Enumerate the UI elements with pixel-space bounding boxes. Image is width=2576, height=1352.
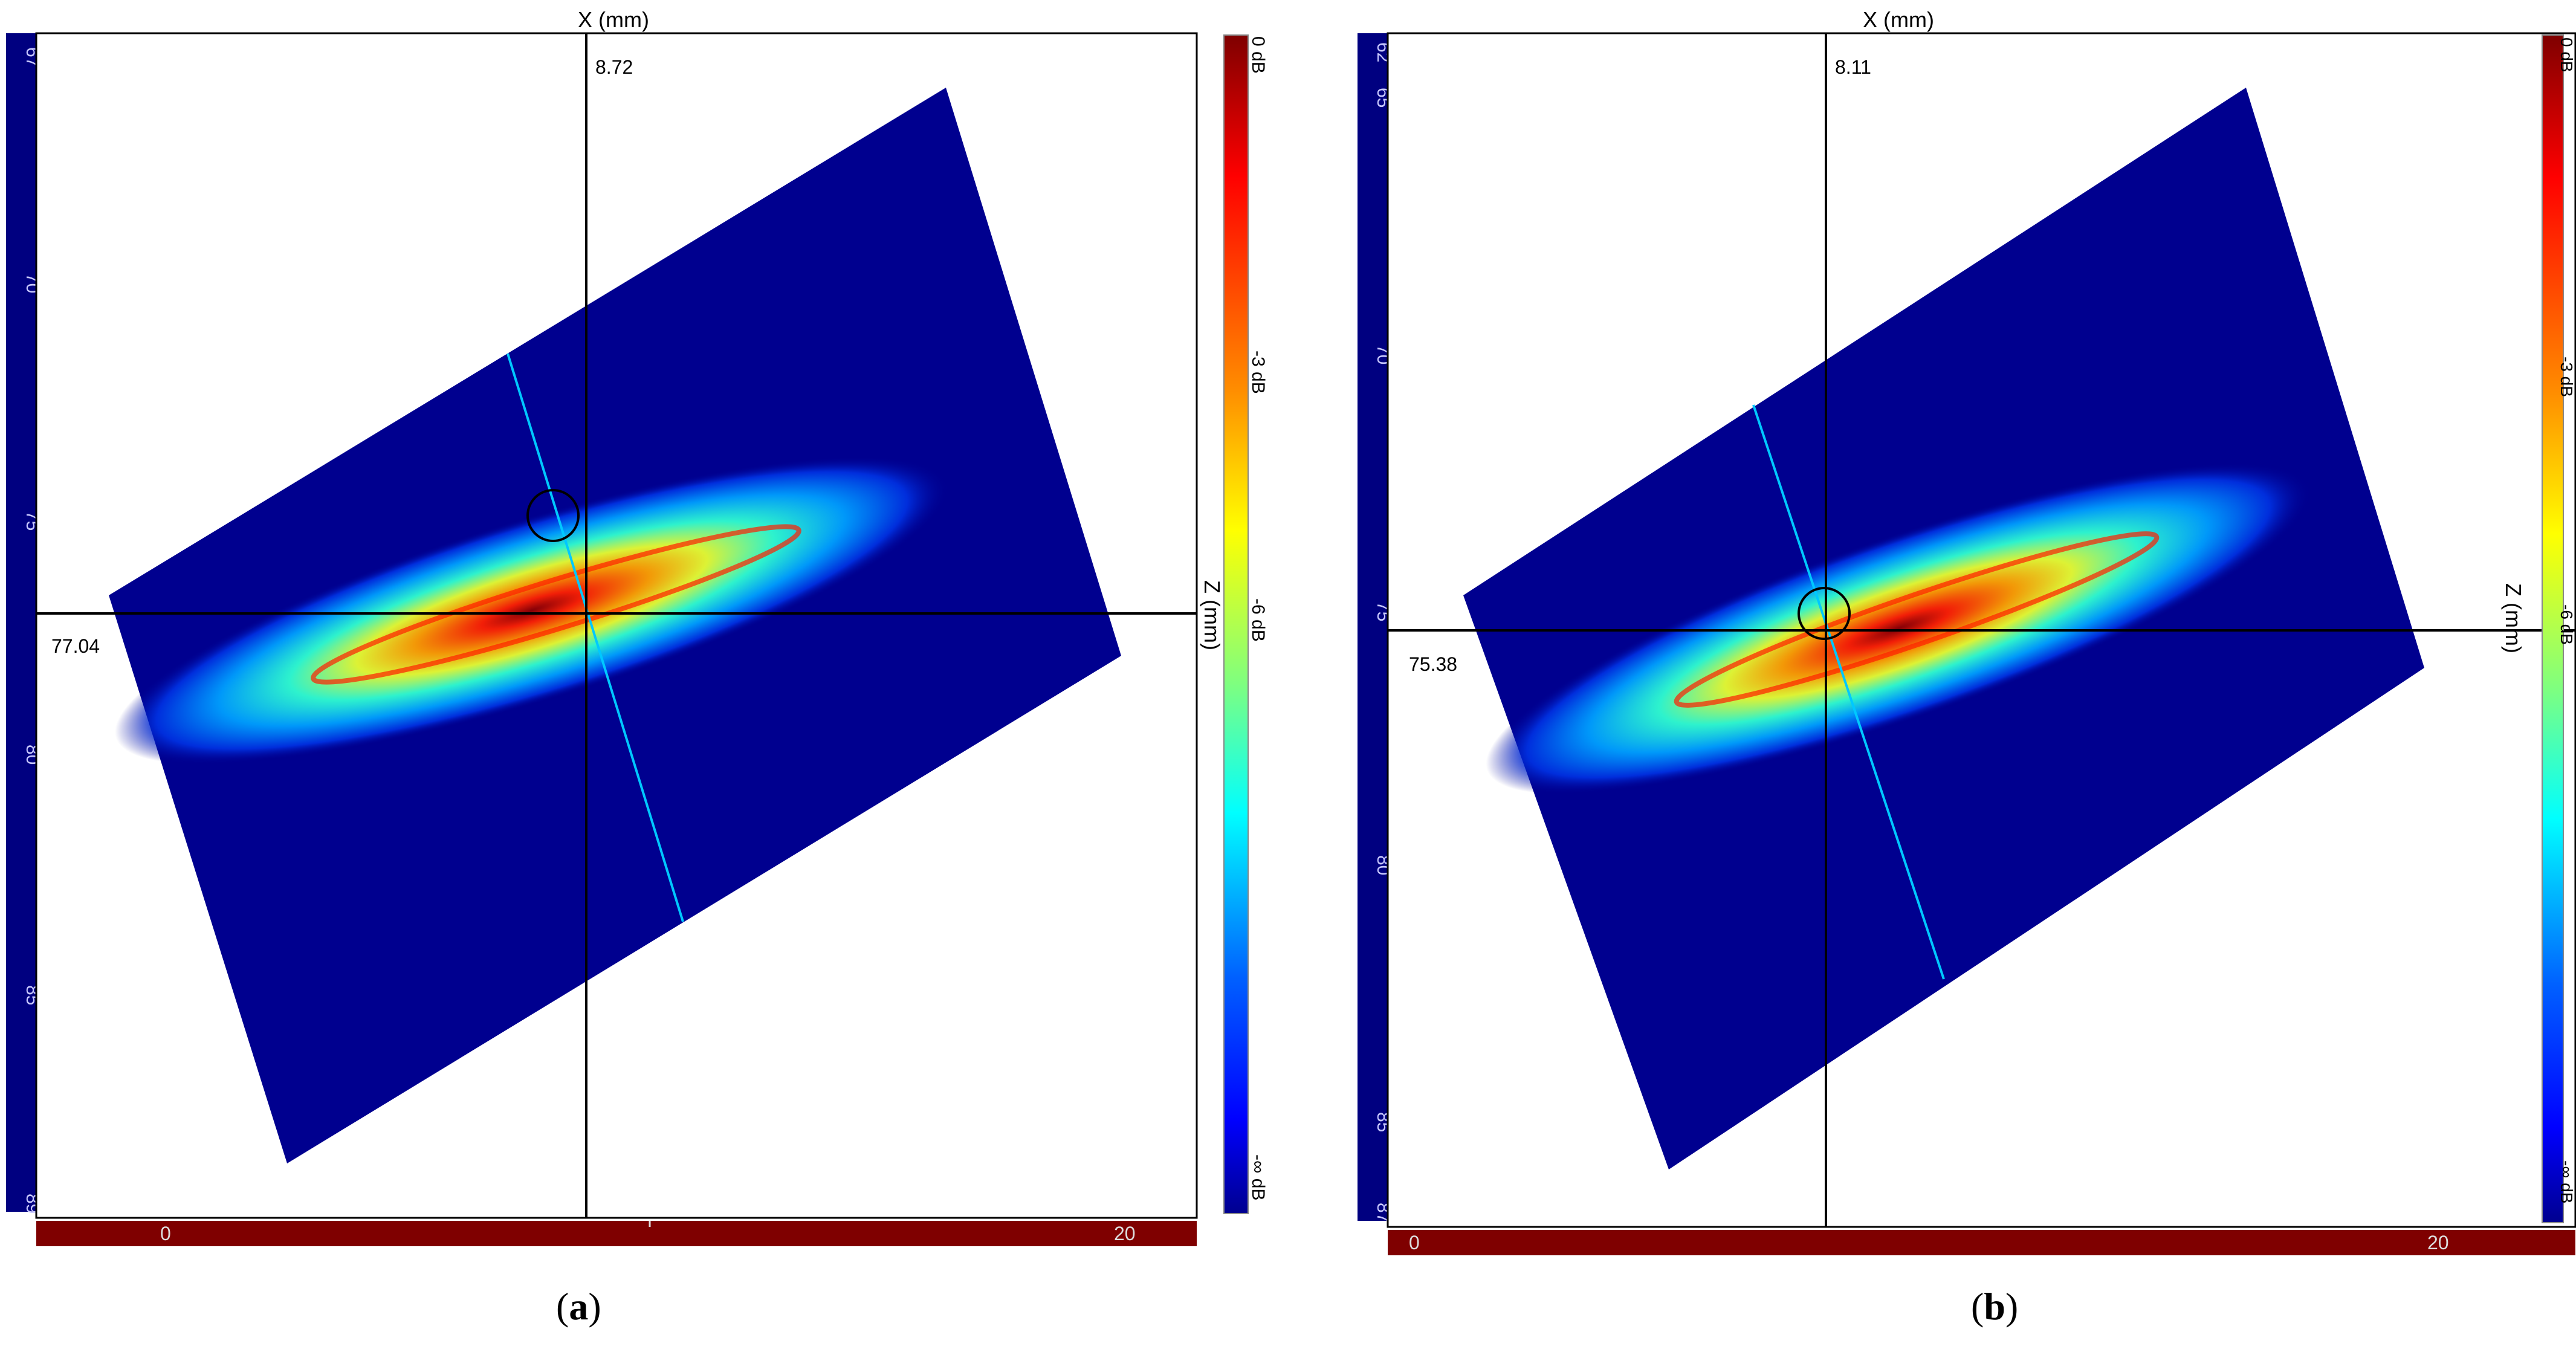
- z-axis-title: Z (mm): [2501, 583, 2526, 653]
- probe-axis-line: [506, 353, 684, 922]
- probe-axis-line: [1752, 404, 1945, 980]
- caption-letter: a: [569, 1285, 589, 1328]
- depth-ruler: [1358, 33, 1388, 1221]
- ultrasound-image-a: 67 70 75 80 85 89 8.72 77.04 X (mm) Z (m…: [6, 7, 1268, 1246]
- colorbar-label: 0 dB: [1248, 36, 1268, 74]
- z-axis-title: Z (mm): [1200, 580, 1225, 650]
- scan-position-bar[interactable]: [36, 1221, 1197, 1246]
- caption-open-paren: (: [556, 1285, 569, 1328]
- x-axis-title: X (mm): [578, 7, 649, 32]
- colorbar-label: -6 dB: [2557, 604, 2576, 645]
- colorbar-label: 0 dB: [2557, 37, 2576, 73]
- colorbar-label: -3 dB: [2557, 357, 2576, 397]
- scan-bar-tick-label: 20: [1114, 1223, 1136, 1244]
- caption-close-paren: ): [2005, 1285, 2019, 1328]
- panel-a-caption: (a): [556, 1284, 601, 1329]
- cursor-z-readout: 77.04: [51, 635, 100, 657]
- colorbar-label: -6 dB: [1248, 598, 1268, 642]
- colorbar-label: -∞ dB: [1248, 1154, 1268, 1200]
- focal-marker: [526, 489, 580, 542]
- caption-close-paren: ): [588, 1285, 601, 1328]
- scan-bar-tick-label: 0: [1409, 1232, 1420, 1253]
- panel-b-caption: (b): [1971, 1284, 2018, 1329]
- colorbar-panel-b: [2542, 34, 2564, 1223]
- colorbar-label: -∞ dB: [2557, 1160, 2576, 1203]
- colorbar-labels: 0 dB -3 dB -6 dB -∞ dB: [2556, 0, 2576, 1352]
- colorbar: [2542, 34, 2564, 1223]
- x-axis-title: X (mm): [1863, 7, 1934, 32]
- scan-bar-tick-label: 0: [160, 1223, 171, 1244]
- beam-spot: [1486, 463, 2311, 794]
- ultrasound-image-b: 62 65 70 75 80 85 87 8.11 75.38 X (mm) Z…: [1358, 7, 2576, 1255]
- caption-open-paren: (: [1971, 1285, 1984, 1328]
- colorbar-label: -3 dB: [1248, 351, 1268, 394]
- panel-b: 62 65 70 75 80 85 87 8.11 75.38 X (mm) Z…: [1288, 0, 2576, 1352]
- cursor-x-readout: 8.72: [595, 56, 633, 78]
- depth-ruler: [6, 33, 36, 1212]
- colorbar-labels: 0 dB -3 dB -6 dB -∞ dB: [1248, 36, 1268, 1200]
- colorbar: [1223, 34, 1249, 1214]
- scan-position-bar[interactable]: [1388, 1230, 2575, 1255]
- focal-marker: [1798, 587, 1851, 640]
- cursor-x-readout: 8.11: [1835, 56, 1871, 78]
- scan-bar-tick-label: 20: [2427, 1232, 2449, 1253]
- caption-letter: b: [1984, 1285, 2005, 1328]
- cursor-z-readout: 75.38: [1409, 653, 1457, 675]
- panel-a: 67 70 75 80 85 89 8.72 77.04 X (mm) Z (m…: [6, 7, 1268, 1329]
- beam-spot: [115, 456, 949, 765]
